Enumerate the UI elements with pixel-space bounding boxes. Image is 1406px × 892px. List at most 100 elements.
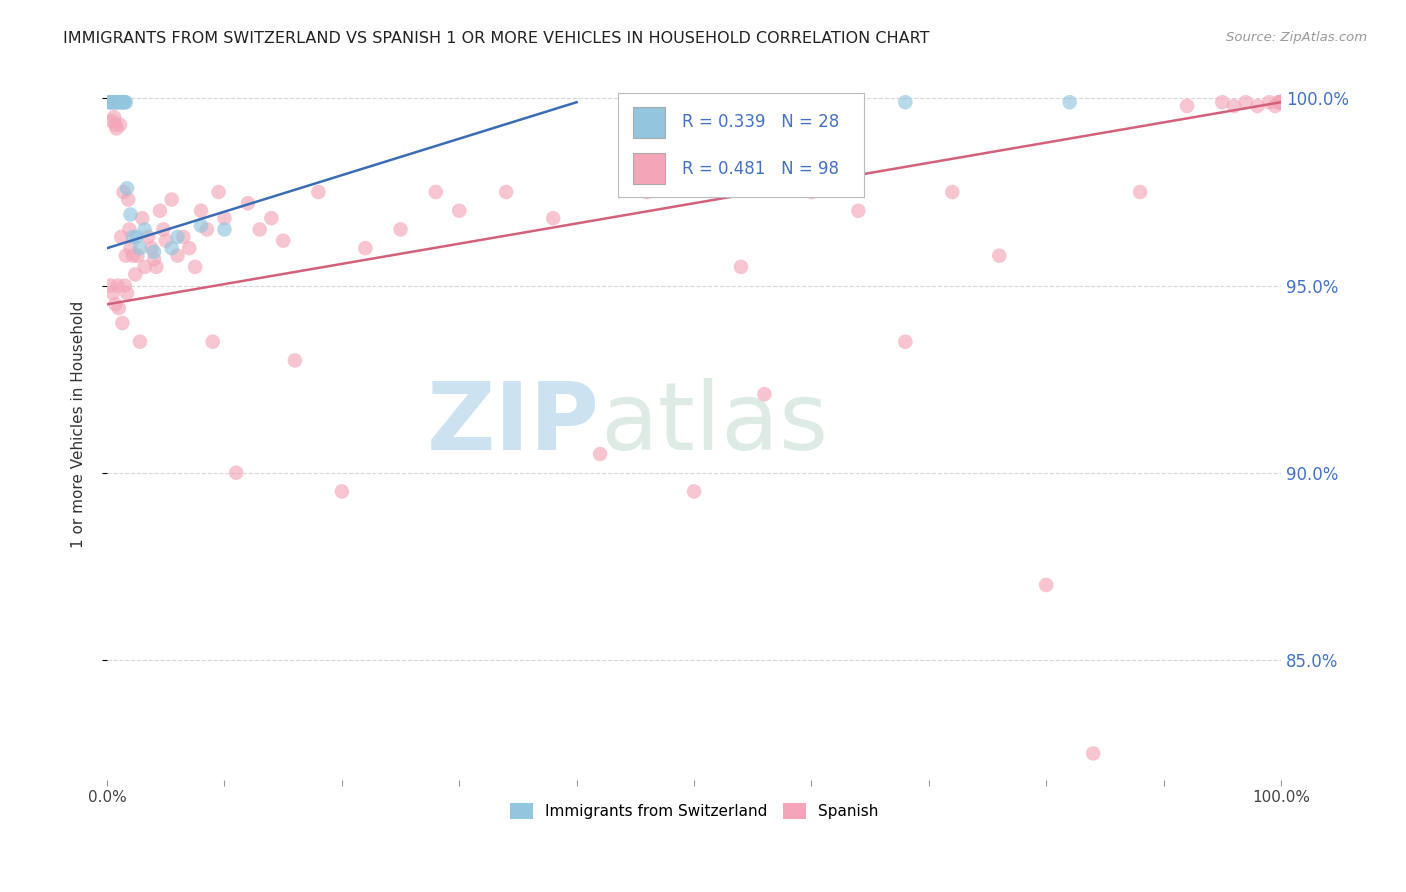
Point <box>1059 95 1081 110</box>
Point <box>330 484 353 499</box>
Point <box>800 185 823 199</box>
Point <box>115 95 138 110</box>
Point <box>249 222 271 236</box>
Point <box>160 241 183 255</box>
Point <box>105 95 128 110</box>
Point <box>166 230 188 244</box>
Point <box>195 222 218 236</box>
Point <box>152 222 174 236</box>
Point <box>1270 95 1292 110</box>
Point <box>1234 95 1257 110</box>
Point <box>1270 95 1292 110</box>
Point <box>103 110 125 124</box>
Point <box>100 114 122 128</box>
Point <box>1270 95 1292 110</box>
Point <box>225 466 247 480</box>
Point <box>214 222 236 236</box>
Point <box>166 249 188 263</box>
Point <box>160 193 183 207</box>
Point <box>131 211 153 226</box>
Point <box>190 219 212 233</box>
Point <box>1175 99 1198 113</box>
Point <box>425 185 447 199</box>
Point <box>115 286 138 301</box>
Point <box>1270 95 1292 110</box>
Point <box>100 95 122 110</box>
Point <box>207 185 229 199</box>
Text: ZIP: ZIP <box>427 378 600 470</box>
Point <box>894 95 917 110</box>
Point <box>107 95 129 110</box>
Point <box>127 249 149 263</box>
Point <box>108 118 131 132</box>
Point <box>122 230 145 244</box>
Point <box>112 95 135 110</box>
Point <box>1270 95 1292 110</box>
Point <box>129 334 152 349</box>
Point <box>100 95 122 110</box>
Point <box>104 118 127 132</box>
Point <box>110 230 132 244</box>
Point <box>354 241 377 255</box>
Point <box>184 260 207 274</box>
Point <box>190 203 212 218</box>
Point <box>172 230 194 244</box>
Point <box>114 278 136 293</box>
Point <box>1270 95 1292 110</box>
Point <box>118 222 141 236</box>
Point <box>1270 95 1292 110</box>
Text: Source: ZipAtlas.com: Source: ZipAtlas.com <box>1226 31 1367 45</box>
Point <box>108 95 131 110</box>
Point <box>495 185 517 199</box>
Point <box>114 95 136 110</box>
Point <box>260 211 283 226</box>
Point <box>1270 95 1292 110</box>
Point <box>214 211 236 226</box>
Point <box>1270 95 1292 110</box>
Point <box>136 230 159 244</box>
Point <box>284 353 307 368</box>
Point <box>110 95 132 110</box>
Point <box>149 203 172 218</box>
Point <box>894 334 917 349</box>
Point <box>307 185 329 199</box>
Point <box>107 278 129 293</box>
Point <box>105 121 128 136</box>
Point <box>101 95 124 110</box>
Point <box>155 234 177 248</box>
Point <box>100 278 122 293</box>
Point <box>111 95 134 110</box>
Point <box>846 203 869 218</box>
Point <box>1270 95 1292 110</box>
Point <box>120 241 142 255</box>
Point <box>683 484 706 499</box>
Point <box>108 301 131 315</box>
Point <box>1270 95 1292 110</box>
Point <box>1270 95 1292 110</box>
Point <box>201 334 224 349</box>
Point <box>1223 99 1246 113</box>
Point <box>589 447 612 461</box>
Point <box>541 211 564 226</box>
Point <box>1270 95 1292 110</box>
Point <box>125 230 148 244</box>
Y-axis label: 1 or more Vehicles in Household: 1 or more Vehicles in Household <box>72 301 86 548</box>
Point <box>1267 95 1289 110</box>
Point <box>98 95 121 110</box>
Point <box>143 244 166 259</box>
Point <box>754 387 776 401</box>
Point <box>143 252 166 267</box>
Point <box>449 203 471 218</box>
Point <box>271 234 294 248</box>
Point <box>115 181 138 195</box>
Point <box>104 297 127 311</box>
Point <box>988 249 1011 263</box>
Point <box>636 185 658 199</box>
Point <box>1129 185 1152 199</box>
Point <box>1264 99 1286 113</box>
Text: atlas: atlas <box>600 378 828 470</box>
Point <box>117 193 139 207</box>
Point <box>1081 747 1104 761</box>
Point <box>112 185 135 199</box>
Point <box>1270 95 1292 110</box>
